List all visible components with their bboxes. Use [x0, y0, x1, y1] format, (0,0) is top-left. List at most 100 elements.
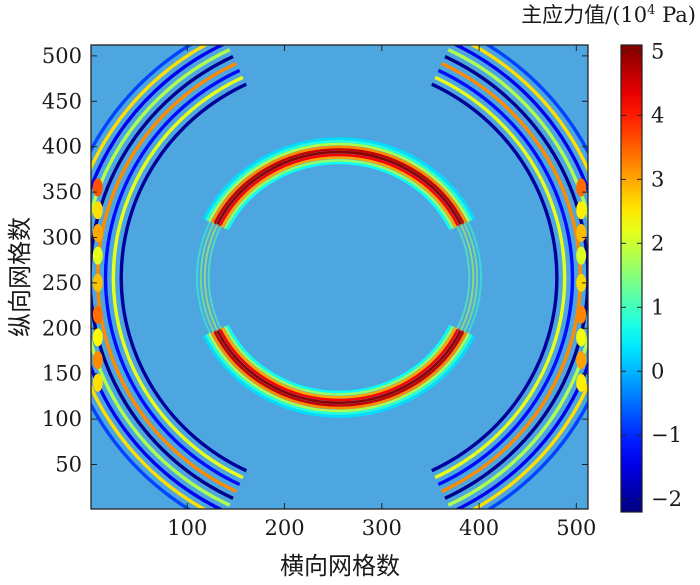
edge-hotspot-right	[576, 246, 587, 265]
ring-band-right	[466, 220, 482, 335]
y-tick-label: 500	[42, 44, 82, 68]
ring-band-top	[208, 142, 470, 222]
edge-hotspot-left	[92, 223, 103, 242]
ring-band-top	[224, 159, 454, 229]
edge-hotspot-right	[576, 178, 587, 197]
colorbar-gradient	[621, 45, 642, 512]
ring-band-right	[463, 222, 479, 333]
x-tick-label: 200	[265, 516, 305, 540]
edge-hotspot-right	[576, 273, 587, 292]
edge-front-left	[91, 45, 226, 509]
ring-band-bottom	[211, 331, 467, 410]
plot-area	[90, 44, 589, 510]
y-tick-label: 450	[42, 89, 82, 113]
edge-hotspot-right	[576, 201, 587, 220]
ring-band-left	[196, 220, 212, 335]
x-axis: 100 200 300 400 500	[167, 45, 596, 540]
ring-band-bottom	[213, 330, 465, 407]
edge-front-left	[119, 82, 248, 473]
edge-hotspot-left	[92, 178, 103, 197]
colorbar-tick-label: −1	[651, 423, 682, 447]
ring-band-bottom	[221, 327, 457, 399]
edge-front-right	[469, 45, 588, 509]
edge-hotspot-left	[92, 246, 103, 265]
ring-band-bottom	[205, 334, 473, 415]
ring-band-top	[218, 153, 460, 227]
ring-band-left	[203, 223, 219, 332]
colorbar-tick-label: −2	[651, 487, 682, 511]
y-tick-label: 350	[42, 180, 82, 204]
y-tick-label: 300	[42, 226, 82, 250]
x-tick-label: 300	[362, 516, 402, 540]
edge-hotspot-right	[576, 305, 587, 324]
edge-hotspot-left	[92, 305, 103, 324]
edge-hotspot-right	[576, 328, 587, 347]
colorbar-tick-label: 0	[651, 359, 664, 383]
colorbar-tick-label: 5	[651, 39, 664, 63]
y-tick-label: 250	[42, 271, 82, 295]
ring-band-right	[459, 223, 475, 332]
edge-front-right	[437, 68, 575, 487]
ring-band-top	[221, 156, 457, 228]
edge-front-left	[111, 75, 244, 480]
edge-hotspot-right	[576, 351, 587, 370]
x-axis-label: 横向网格数	[280, 552, 400, 580]
colorbar-frame	[620, 44, 643, 513]
edge-front-right	[434, 75, 567, 480]
colorbar-title-prefix: 主应力值/(10	[521, 3, 647, 27]
ring-band-top	[203, 137, 475, 220]
colorbar-title-exponent: 4	[647, 3, 655, 18]
ring-band-top	[226, 161, 452, 230]
edge-front-right	[447, 48, 588, 507]
edge-hotspot-left	[92, 328, 103, 347]
ring-band-right	[456, 225, 471, 330]
edge-hotspot-left	[92, 351, 103, 370]
y-axis-label: 纵向网格数	[6, 217, 34, 337]
ring-band-left	[199, 222, 215, 333]
ring-band-bottom	[226, 324, 452, 394]
edge-front-right	[484, 45, 588, 509]
edge-hotspot-right	[576, 223, 587, 242]
ring-band-top	[211, 145, 467, 224]
x-tick-label: 100	[167, 516, 207, 540]
heatmap-layer	[91, 45, 588, 509]
colorbar-ticks: 5 4 3 2 1 0 −1 −2	[621, 39, 682, 511]
plot-frame	[90, 44, 589, 510]
ring-band-bottom	[218, 328, 460, 402]
ring-band-top	[213, 148, 465, 225]
ring-band-left	[207, 225, 222, 330]
y-tick-label: 50	[55, 453, 82, 477]
edge-front-left	[91, 55, 234, 500]
ring-band-bottom	[216, 329, 462, 405]
ring-band-bottom	[224, 326, 454, 396]
colorbar-title: 主应力值/(104 Pa)	[521, 3, 696, 27]
ring-band-top	[216, 150, 462, 226]
colorbar-tick-label: 1	[651, 295, 664, 319]
y-tick-label: 100	[42, 407, 82, 431]
edge-front-left	[103, 68, 241, 487]
edge-hotspot-left	[92, 273, 103, 292]
heatmap-background	[91, 45, 588, 509]
edge-hotspot-left	[92, 201, 103, 220]
ring-band-bottom	[208, 333, 470, 413]
edge-hotspot-right	[576, 373, 587, 392]
y-tick-label: 200	[42, 316, 82, 340]
colorbar: 5 4 3 2 1 0 −1 −2	[620, 39, 682, 513]
edge-front-right	[431, 82, 559, 473]
y-tick-label: 150	[42, 362, 82, 386]
y-axis: 50 100 150 200 250 300 350 400 450 500	[42, 44, 588, 477]
edge-hotspot-left	[92, 373, 103, 392]
x-tick-label: 500	[556, 516, 596, 540]
edge-front-left	[91, 45, 209, 509]
colorbar-tick-label: 4	[651, 103, 664, 127]
x-tick-label: 400	[459, 516, 499, 540]
colorbar-tick-label: 2	[651, 231, 664, 255]
edge-front-right	[452, 45, 588, 509]
ring-band-top	[205, 140, 473, 221]
colorbar-tick-label: 3	[651, 167, 664, 191]
ring-band-bottom	[203, 335, 475, 418]
colorbar-title-suffix: Pa)	[655, 3, 696, 27]
edge-front-left	[91, 48, 231, 507]
edge-front-left	[91, 45, 194, 509]
